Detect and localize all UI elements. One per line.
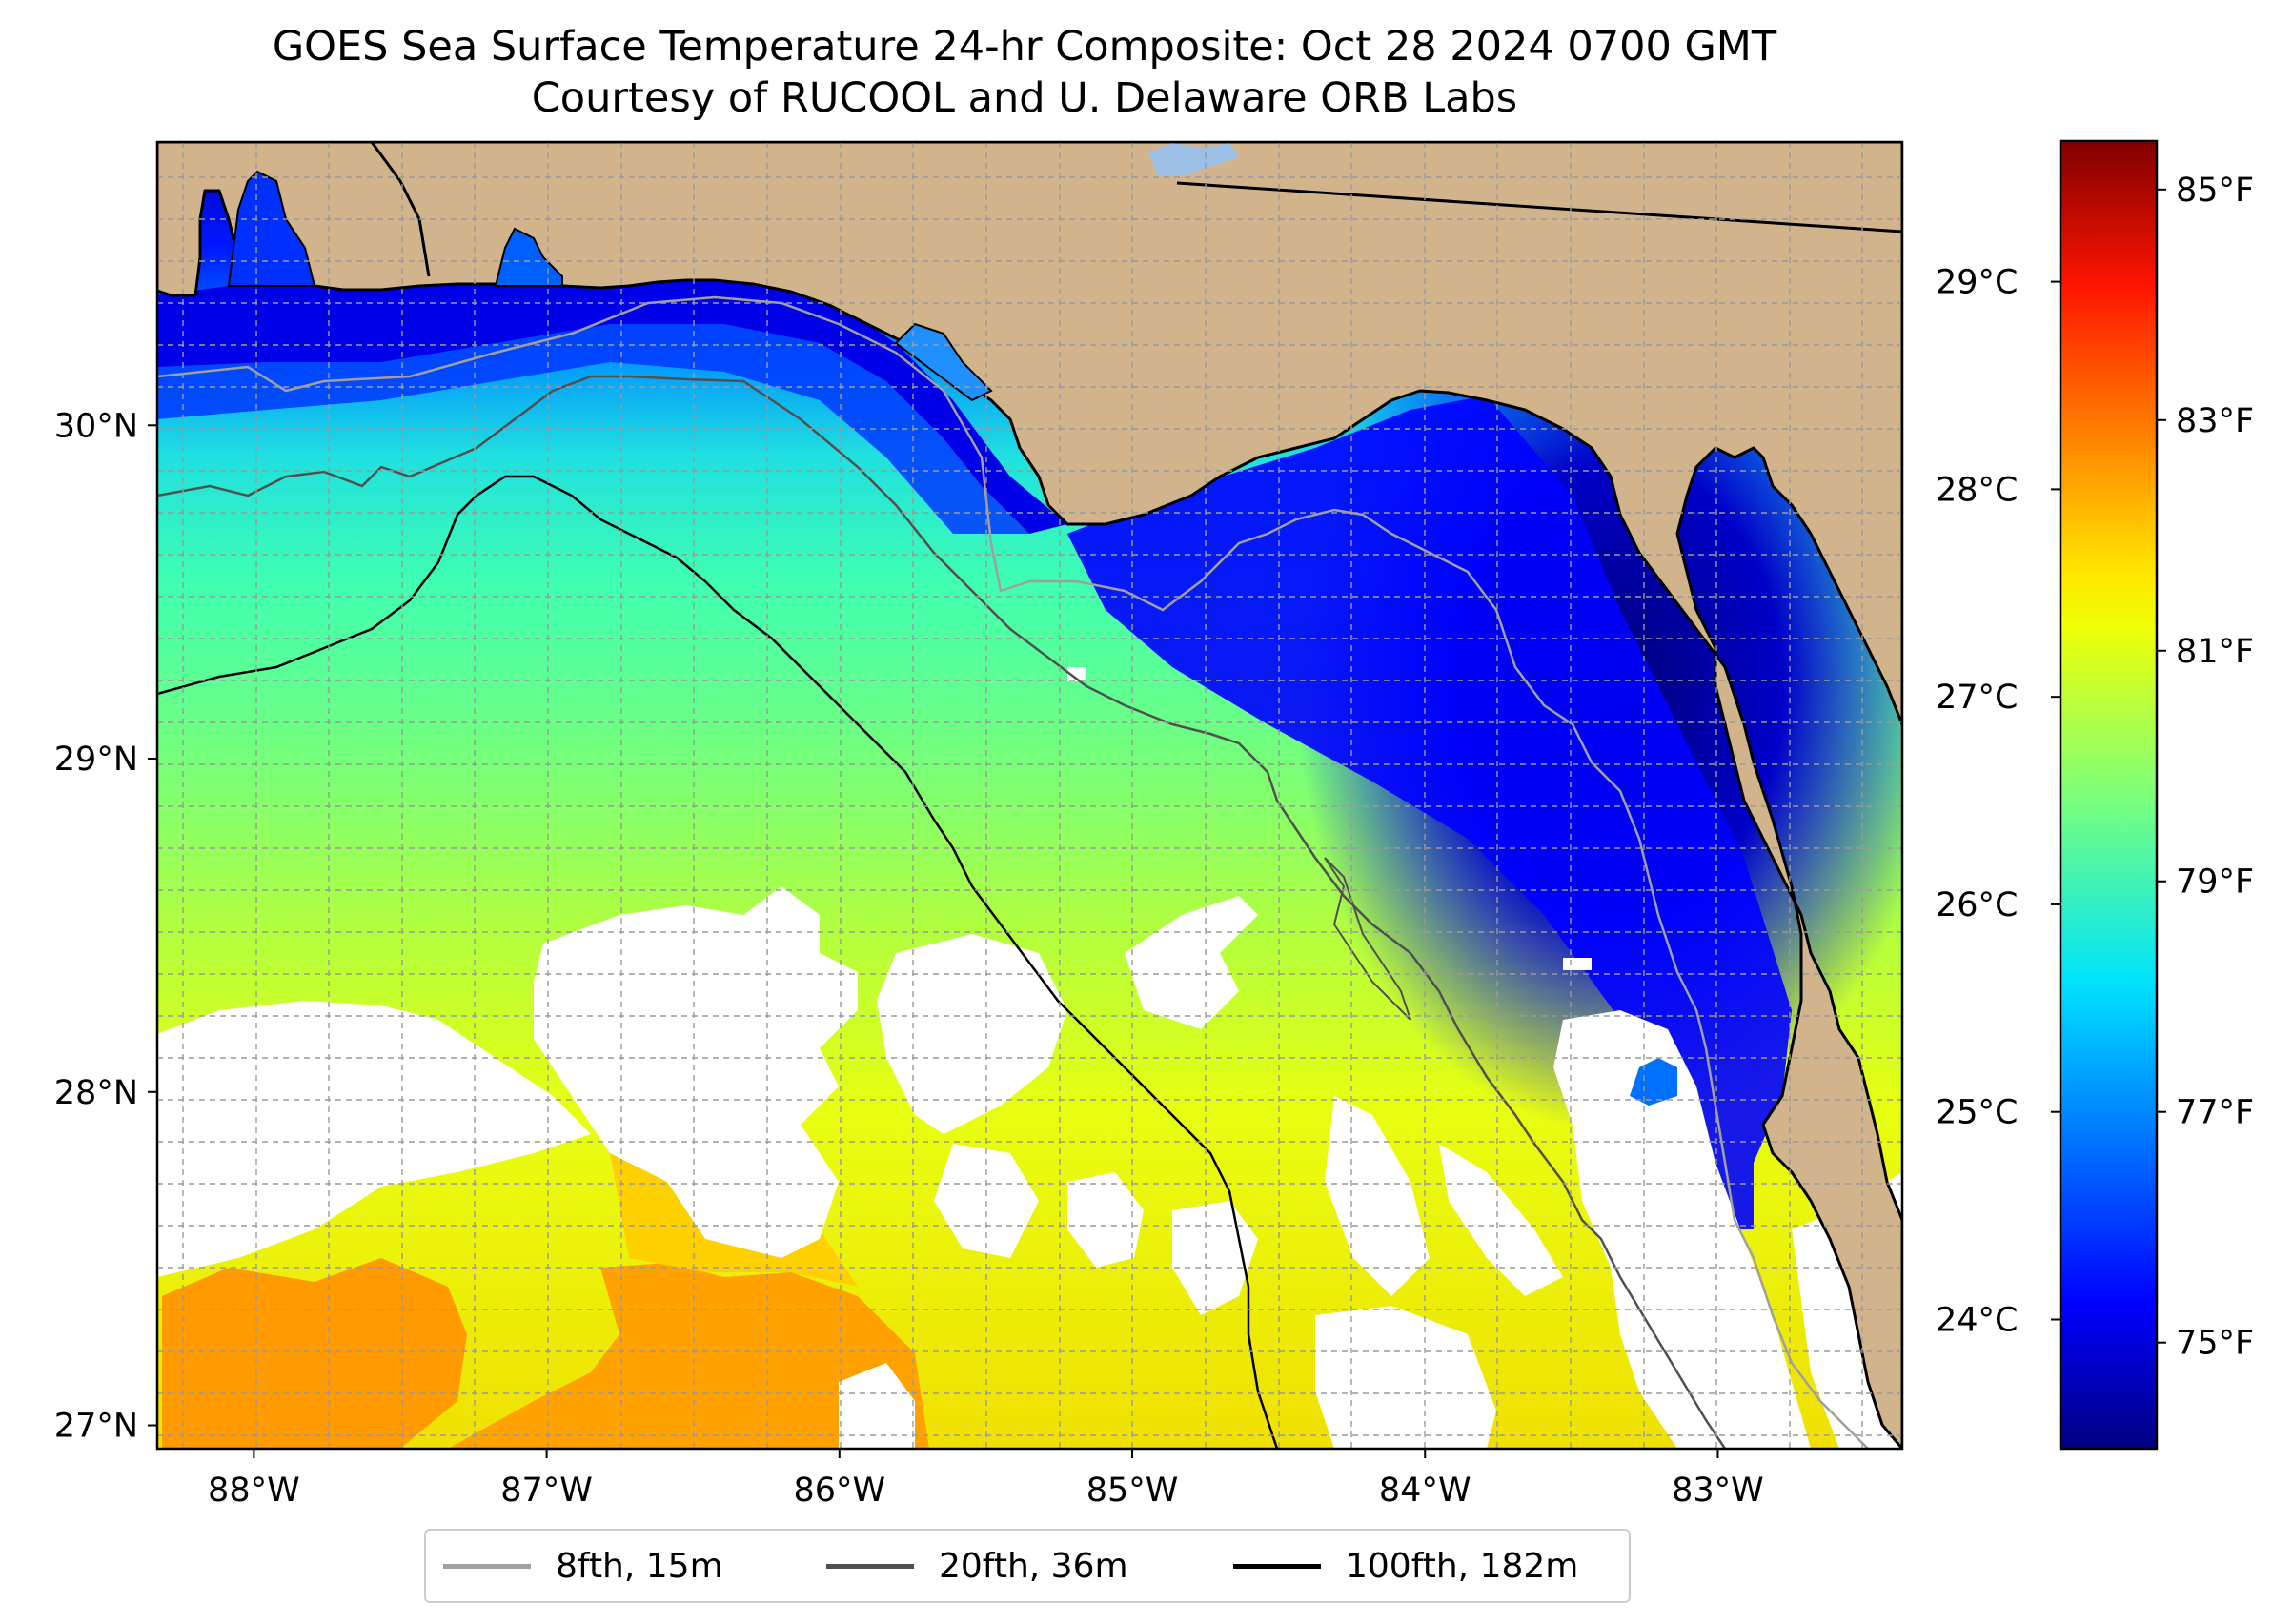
isobath-100fth-182m bbox=[157, 475, 1279, 1449]
bay-inlet bbox=[894, 322, 993, 402]
fahrenheit-tick-label: 83°F bbox=[2176, 402, 2254, 440]
isobath-20fth-36m bbox=[1324, 857, 1411, 1021]
lat-tick-label: 28°N bbox=[54, 1074, 138, 1112]
colorbar-labels: 24°C 25°C 26°C 27°C 28°C 29°C 75°F 77°F 79°F 81°F… bbox=[1936, 172, 2254, 1363]
legend-label-8fth: 8fth, 15m bbox=[556, 1546, 723, 1586]
celsius-tick-label: 29°C bbox=[1936, 264, 2018, 302]
legend-swatch-8fth bbox=[443, 1563, 531, 1569]
gridlines bbox=[157, 142, 1902, 1449]
celsius-tick-label: 27°C bbox=[1936, 679, 2018, 717]
state-boundary bbox=[370, 142, 431, 277]
lat-tick-label: 29°N bbox=[54, 741, 138, 779]
map-title: GOES Sea Surface Temperature 24-hr Compo… bbox=[272, 23, 1777, 71]
legend-label-100fth: 100fth, 182m bbox=[1346, 1546, 1579, 1586]
lat-tick-label: 27°N bbox=[54, 1408, 138, 1446]
celsius-tick-label: 28°C bbox=[1936, 471, 2018, 509]
lon-tick-label: 83°W bbox=[1672, 1472, 1764, 1510]
bay-inlet bbox=[227, 170, 316, 287]
lat-tick-label: 30°N bbox=[54, 407, 138, 445]
lon-tick-label: 84°W bbox=[1379, 1472, 1471, 1510]
isobath-20fth-36m bbox=[157, 375, 1727, 1449]
fahrenheit-tick-label: 79°F bbox=[2176, 863, 2254, 902]
lake bbox=[1148, 143, 1239, 176]
map-frame bbox=[155, 140, 1904, 1451]
fahrenheit-tick-label: 75°F bbox=[2176, 1325, 2254, 1363]
legend-item-100fth: 100fth, 182m bbox=[1233, 1531, 1578, 1601]
celsius-tick-label: 24°C bbox=[1936, 1301, 2018, 1339]
isobath-8fth-15m bbox=[157, 295, 1869, 1449]
lon-tick-label: 87°W bbox=[500, 1472, 593, 1510]
legend-swatch-100fth bbox=[1233, 1563, 1321, 1569]
fahrenheit-tick-label: 77°F bbox=[2176, 1094, 2254, 1132]
state-boundary bbox=[1176, 181, 1902, 233]
isobath-legend: 8fth, 15m 20fth, 36m 100fth, 182m bbox=[424, 1529, 1631, 1603]
lon-tick-label: 85°W bbox=[1086, 1472, 1179, 1510]
fahrenheit-tick-label: 85°F bbox=[2176, 172, 2254, 210]
legend-swatch-20fth bbox=[826, 1563, 914, 1569]
celsius-tick-label: 25°C bbox=[1936, 1094, 2018, 1132]
cold-water-region bbox=[1067, 396, 1792, 1229]
lon-tick-label: 88°W bbox=[208, 1472, 300, 1510]
fahrenheit-tick-label: 81°F bbox=[2176, 633, 2254, 671]
map-axis-labels: 88°W 87°W 86°W 85°W 84°W 83°W 27°N 28°N 29°N 30°N bbox=[54, 407, 1764, 1510]
celsius-tick-label: 26°C bbox=[1936, 886, 2018, 924]
colorbar-ticks bbox=[2051, 188, 2166, 1344]
map-area bbox=[157, 142, 1902, 1449]
legend-item-20fth: 20fth, 36m bbox=[826, 1531, 1128, 1601]
warm-water-patch bbox=[162, 1258, 467, 1449]
lon-tick-label: 86°W bbox=[793, 1472, 885, 1510]
map-subtitle: Courtesy of RUCOOL and U. Delaware ORB L… bbox=[531, 74, 1518, 122]
colorbar bbox=[2059, 139, 2159, 1451]
legend-item-8fth: 8fth, 15m bbox=[443, 1531, 723, 1601]
map-axis-ticks bbox=[148, 424, 1719, 1458]
bay-inlet bbox=[494, 227, 563, 287]
legend-label-20fth: 20fth, 36m bbox=[939, 1546, 1128, 1586]
